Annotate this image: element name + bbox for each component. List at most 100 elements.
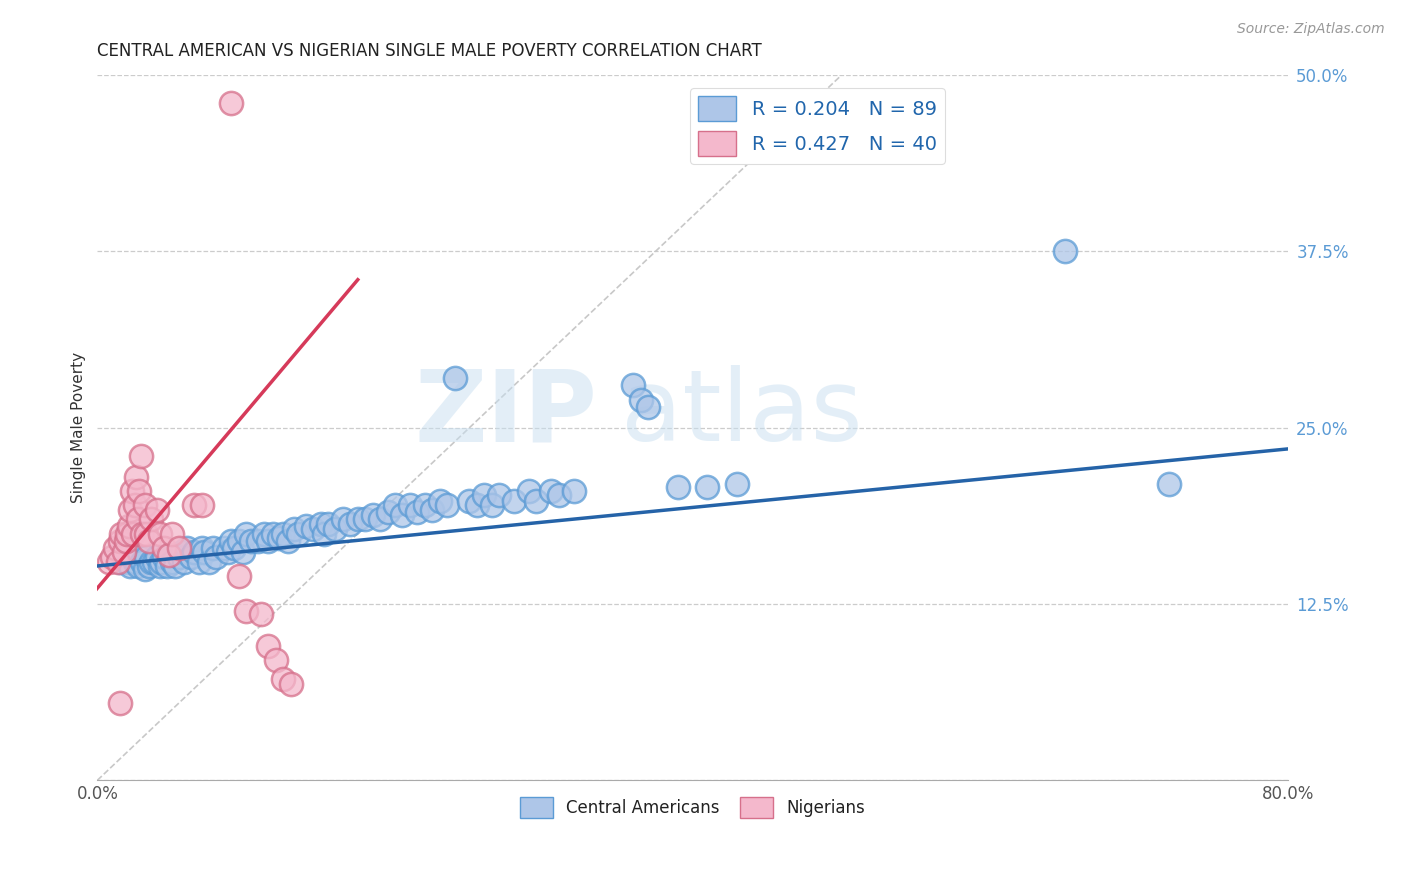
Point	[547, 488, 569, 502]
Point	[472, 488, 495, 502]
Point	[247, 533, 270, 548]
Point	[232, 545, 254, 559]
Point	[384, 498, 406, 512]
Point	[131, 526, 153, 541]
Point	[153, 541, 176, 555]
Point	[98, 555, 121, 569]
Point	[205, 550, 228, 565]
Point	[325, 522, 347, 536]
Point	[180, 550, 202, 565]
Point	[149, 526, 172, 541]
Point	[332, 512, 354, 526]
Point	[124, 498, 146, 512]
Y-axis label: Single Male Poverty: Single Male Poverty	[72, 352, 86, 503]
Point	[621, 378, 644, 392]
Point	[139, 512, 162, 526]
Point	[339, 516, 361, 531]
Point	[267, 531, 290, 545]
Point	[124, 555, 146, 569]
Point	[391, 508, 413, 523]
Point	[167, 550, 190, 565]
Point	[1053, 244, 1076, 259]
Point	[183, 545, 205, 559]
Point	[277, 533, 299, 548]
Point	[212, 541, 235, 555]
Point	[637, 400, 659, 414]
Point	[294, 519, 316, 533]
Point	[287, 526, 309, 541]
Point	[257, 533, 280, 548]
Point	[112, 545, 135, 559]
Point	[160, 526, 183, 541]
Text: CENTRAL AMERICAN VS NIGERIAN SINGLE MALE POVERTY CORRELATION CHART: CENTRAL AMERICAN VS NIGERIAN SINGLE MALE…	[97, 42, 762, 60]
Point	[540, 484, 562, 499]
Point	[134, 498, 156, 512]
Point	[524, 494, 547, 508]
Point	[139, 555, 162, 569]
Text: Source: ZipAtlas.com: Source: ZipAtlas.com	[1237, 22, 1385, 37]
Point	[153, 550, 176, 565]
Point	[250, 607, 273, 621]
Point	[273, 672, 295, 686]
Point	[354, 512, 377, 526]
Point	[149, 558, 172, 573]
Point	[420, 502, 443, 516]
Point	[399, 498, 422, 512]
Point	[114, 533, 136, 548]
Text: ZIP: ZIP	[415, 365, 598, 462]
Point	[436, 498, 458, 512]
Point	[458, 494, 481, 508]
Point	[127, 512, 149, 526]
Point	[562, 484, 585, 499]
Point	[142, 555, 165, 569]
Point	[120, 558, 142, 573]
Point	[202, 541, 225, 555]
Point	[176, 541, 198, 555]
Point	[146, 502, 169, 516]
Point	[127, 558, 149, 573]
Point	[167, 541, 190, 555]
Point	[273, 526, 295, 541]
Legend: Central Americans, Nigerians: Central Americans, Nigerians	[513, 790, 872, 825]
Point	[128, 550, 150, 565]
Point	[377, 505, 399, 519]
Point	[120, 502, 142, 516]
Point	[503, 494, 526, 508]
Point	[190, 541, 212, 555]
Point	[193, 545, 215, 559]
Point	[135, 550, 157, 565]
Point	[131, 555, 153, 569]
Point	[219, 96, 242, 111]
Point	[163, 558, 186, 573]
Point	[235, 604, 257, 618]
Point	[488, 488, 510, 502]
Point	[117, 519, 139, 533]
Point	[465, 498, 488, 512]
Point	[115, 555, 138, 569]
Point	[228, 569, 250, 583]
Point	[198, 555, 221, 569]
Point	[107, 555, 129, 569]
Point	[219, 533, 242, 548]
Point	[224, 541, 246, 555]
Point	[312, 526, 335, 541]
Point	[517, 484, 540, 499]
Point	[696, 480, 718, 494]
Point	[239, 533, 262, 548]
Point	[108, 696, 131, 710]
Point	[413, 498, 436, 512]
Point	[122, 526, 145, 541]
Point	[406, 505, 429, 519]
Point	[309, 516, 332, 531]
Point	[146, 550, 169, 565]
Point	[228, 533, 250, 548]
Point	[630, 392, 652, 407]
Point	[280, 677, 302, 691]
Point	[264, 653, 287, 667]
Point	[138, 533, 160, 548]
Point	[156, 558, 179, 573]
Point	[429, 494, 451, 508]
Point	[253, 526, 276, 541]
Point	[173, 555, 195, 569]
Point	[257, 640, 280, 654]
